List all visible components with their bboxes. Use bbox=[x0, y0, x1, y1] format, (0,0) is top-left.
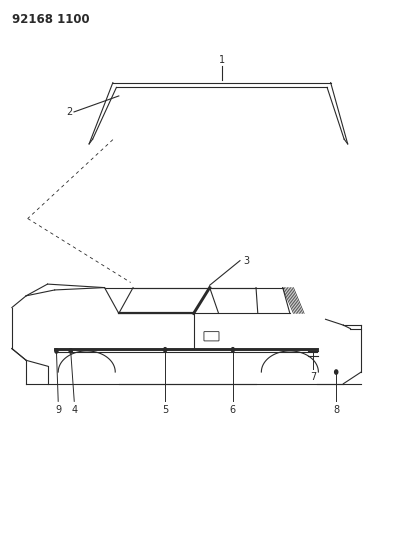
Text: 6: 6 bbox=[230, 405, 236, 415]
Text: 92168 1100: 92168 1100 bbox=[12, 13, 89, 26]
Text: 5: 5 bbox=[162, 405, 168, 415]
Text: 2: 2 bbox=[66, 107, 72, 117]
Text: 3: 3 bbox=[243, 256, 249, 265]
Text: 9: 9 bbox=[55, 405, 61, 415]
Text: 8: 8 bbox=[333, 405, 339, 415]
Text: 1: 1 bbox=[219, 55, 225, 65]
Circle shape bbox=[55, 349, 58, 353]
Text: 4: 4 bbox=[71, 405, 77, 415]
Circle shape bbox=[335, 370, 338, 374]
Circle shape bbox=[231, 348, 234, 352]
FancyBboxPatch shape bbox=[204, 332, 219, 341]
Circle shape bbox=[164, 348, 167, 352]
Text: 7: 7 bbox=[310, 372, 316, 382]
Circle shape bbox=[69, 349, 72, 353]
